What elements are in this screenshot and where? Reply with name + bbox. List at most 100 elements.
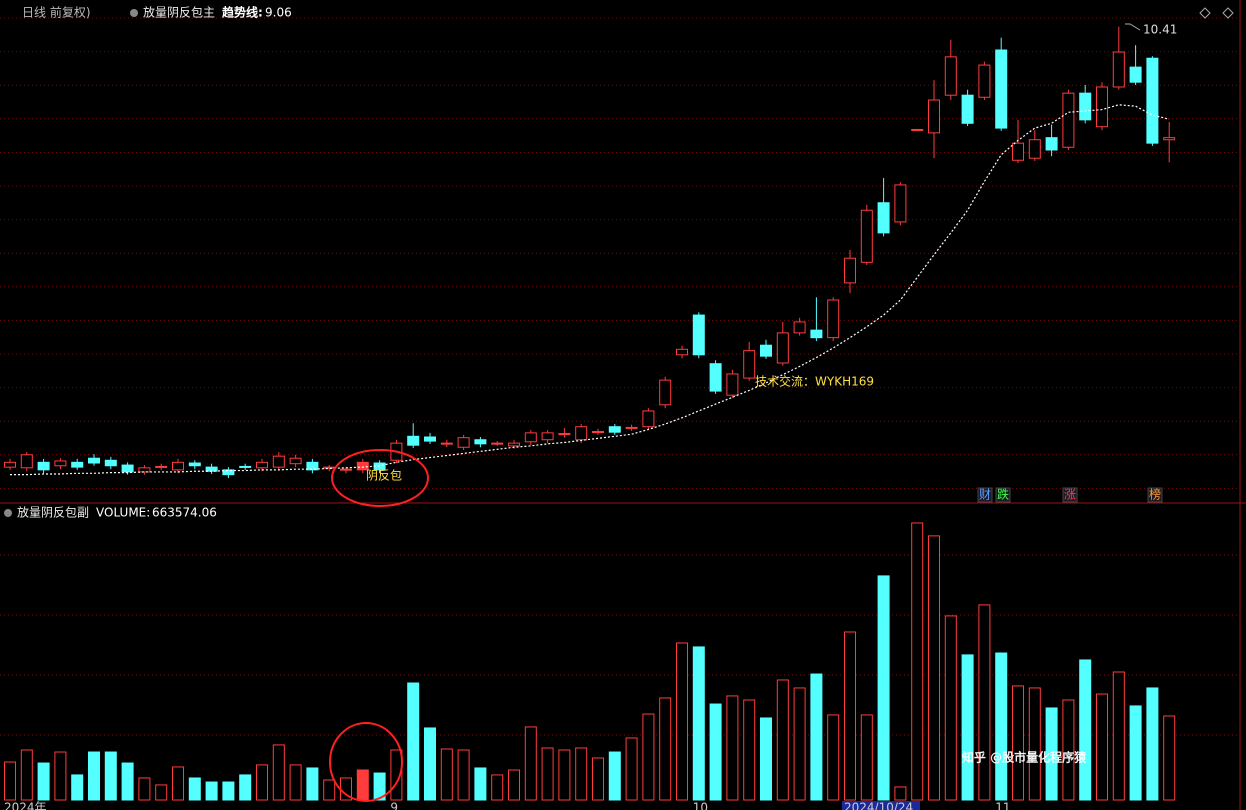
candle-body [37,461,50,471]
candle-body [1112,51,1125,88]
badge: 跌 [997,487,1009,502]
candle-body [676,348,688,356]
candle-body [424,436,436,442]
volume-bar [1163,715,1176,801]
volume-bar [424,727,436,801]
volume-bar [894,786,907,801]
volume-bar [491,774,504,801]
candle-body [474,439,487,445]
candle-body [1012,142,1024,161]
badge-box [995,487,1011,503]
candle-body [508,442,520,447]
candle-body [88,457,100,464]
volume-bar [407,682,420,801]
legend-value: 9.06 [265,6,292,20]
volume-bar [37,762,50,801]
candle-body [978,64,991,98]
candle-body [356,461,369,471]
volume-bar [1112,671,1125,801]
candle-body [1079,92,1092,121]
candle-body [172,461,184,471]
indicator-name: 放量阴反包主 [143,5,215,20]
signal-circle [331,449,429,507]
volume-bar [289,764,302,801]
volume-bar [256,764,268,801]
badge: 财 [979,488,991,502]
candle-body [407,435,420,446]
volume-bar [911,522,924,801]
panel-icons[interactable] [1199,7,1234,19]
volume-bar [373,772,386,801]
x-tick-label: 10 [693,801,708,810]
volume-bar [541,747,554,801]
candle-body [944,56,957,96]
candle-body [692,314,705,356]
volume-bar [508,769,520,801]
candle-body [743,350,756,379]
volume-bar [760,717,772,801]
candle-body [306,461,319,471]
candle-body [20,454,33,469]
volume-bar [54,751,67,801]
volume-bar [4,761,16,801]
volume-bar [743,699,756,801]
annotation: 技术交流：WYKH169 [755,374,874,389]
volume-bar [726,695,739,801]
volume-bar [944,615,957,801]
badge-box [1147,487,1163,503]
volume-bar [1079,659,1092,801]
volume-bar [323,779,336,801]
candle-body [844,257,856,284]
volume-bar [121,762,134,801]
volume-bar [810,673,823,801]
volume-bar [390,749,403,801]
candle-body [1062,92,1075,148]
candle-body [793,321,806,334]
volume-bar [659,697,672,801]
volume-bar [860,714,873,801]
volume-bar [1129,705,1142,801]
volume-bar [709,703,722,801]
candle-body [911,128,924,131]
candle-body [1129,66,1142,83]
volume-legend-value: 663574.06 [152,506,217,520]
candle-body [894,184,907,223]
candle-body [827,299,840,339]
volume-bar [1045,707,1058,801]
volume-bar [88,751,100,801]
volume-bar [793,687,806,801]
volume-bar [961,654,974,801]
badge: 榜 [1149,487,1161,502]
candle-body [541,432,554,441]
dropdown-icon[interactable] [4,509,12,517]
volume-bar [592,757,604,801]
volume-bar [776,679,789,801]
candle-body [155,465,168,468]
volume-bar [71,774,84,801]
candle-body [625,426,638,429]
candle-body [709,363,722,392]
volume-bar [642,713,655,801]
volume-bar [1028,687,1041,801]
candle-body [239,465,252,468]
candle-body [776,332,789,364]
candle-body [121,464,134,473]
signal-label: 阴反包 [366,469,402,483]
volume-bar [188,777,201,801]
volume-bar [928,535,940,801]
dropdown-icon[interactable] [130,9,138,17]
candle-body [1028,139,1041,159]
badge: 涨 [1064,487,1076,502]
candle-body [491,442,504,445]
candle-body [928,99,940,134]
candle-body [995,49,1008,129]
candle-body [54,460,67,467]
watermark: 知乎 @股市量化程序猿 [961,750,1087,765]
volume-bar [205,781,218,801]
x-tick-label: 2024/10/24 [844,801,913,810]
volume-bar [20,749,33,801]
badge-box [977,487,993,503]
candle-body [1096,86,1108,128]
